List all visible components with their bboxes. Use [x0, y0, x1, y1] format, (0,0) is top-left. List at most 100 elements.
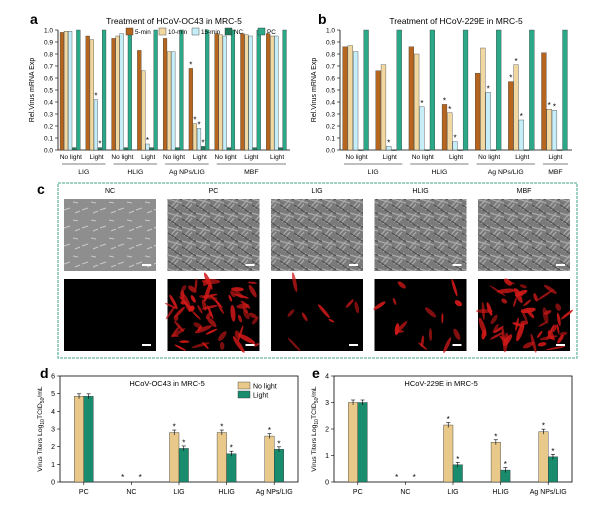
bar [63, 31, 69, 151]
red-cell [172, 326, 180, 336]
red-cell [180, 300, 187, 305]
bar [538, 431, 549, 483]
y-axis-label: Rel.Virus mRNA Exp [29, 58, 36, 123]
red-cell [522, 341, 535, 349]
y-tick-label: 0.7 [44, 64, 53, 71]
red-cell [234, 330, 240, 339]
bar [226, 453, 237, 483]
bar [171, 51, 176, 151]
bar [244, 34, 249, 151]
scale-bar [349, 344, 358, 346]
bar [548, 456, 558, 483]
y-tick-label: 0.8 [326, 52, 335, 59]
significance-star: * [448, 105, 451, 114]
category-label: Light [449, 154, 463, 161]
red-cell [248, 284, 257, 298]
red-cell [231, 287, 244, 292]
y-tick-label: 2 [51, 444, 55, 451]
bar [523, 149, 530, 151]
red-cell [490, 332, 504, 340]
bar [396, 29, 402, 151]
significance-star: * [509, 74, 512, 83]
red-cell [443, 337, 452, 354]
significance-star: * [504, 460, 507, 469]
bar [358, 149, 364, 151]
micrograph-label: NC [105, 188, 115, 195]
y-tick-label: 1.0 [326, 28, 335, 35]
bar [123, 147, 128, 151]
category-label: HLIG [492, 489, 508, 496]
fluorescence-image [64, 279, 156, 351]
category-label: No light [111, 154, 133, 161]
bar [205, 29, 210, 151]
red-cell [516, 322, 525, 342]
legend-swatch [237, 390, 251, 399]
significance-star: * [520, 112, 523, 121]
group-label: HLIG [127, 169, 143, 176]
red-cell [373, 301, 386, 310]
y-axis-label-part: TCID [311, 403, 318, 419]
category-label: No light [478, 154, 500, 161]
red-cell [230, 290, 236, 298]
red-cell [394, 321, 408, 334]
y-tick-label: 0.4 [326, 100, 335, 107]
significance-star: * [182, 438, 185, 447]
bar [167, 51, 172, 151]
red-cell [503, 334, 513, 347]
red-cell [205, 328, 218, 335]
category-label: Light [244, 154, 258, 161]
y-tick-label: 3 [325, 400, 329, 407]
y-axis-label-part: 10 [40, 419, 46, 425]
micrograph-label: PC [209, 188, 219, 195]
bar [457, 149, 463, 151]
y-axis-label: Virus Titers Log10TCID50/mL [311, 386, 320, 472]
red-cell [345, 299, 354, 308]
panel-letter-e: e [312, 365, 320, 381]
chart-b: Treatment of HCoV-229E in MRC-5 0.0 0.1 0.2… [311, 16, 572, 176]
bar [153, 29, 158, 151]
category-label: Ag NPs/LIG [530, 489, 567, 496]
red-cell [441, 312, 444, 324]
y-axis-label-part: /mL [311, 386, 318, 398]
category-label: No light [412, 154, 434, 161]
significance-star: * [553, 102, 556, 111]
red-cell [392, 297, 397, 305]
bar [188, 68, 193, 151]
bar [496, 29, 502, 151]
red-cell [179, 340, 190, 344]
bar [270, 35, 275, 151]
legend-swatch [191, 27, 200, 36]
red-cell [514, 289, 528, 297]
y-tick-label: 0.6 [326, 76, 335, 83]
red-cell [496, 288, 516, 294]
bar [218, 34, 223, 151]
scale-bar [556, 264, 565, 266]
legend-swatch [158, 27, 167, 36]
red-cell [505, 280, 516, 285]
bar [214, 33, 219, 151]
significance-star: * [420, 99, 423, 108]
significance-star: * [220, 423, 223, 432]
bar [282, 29, 287, 151]
red-cell [174, 344, 187, 351]
y-tick-label: 0.3 [44, 112, 53, 119]
red-cell [539, 335, 558, 341]
significance-star: * [548, 101, 551, 110]
red-cell [492, 324, 499, 333]
significance-star: * [230, 444, 233, 453]
y-tick-label: 1 [51, 462, 55, 469]
y-tick-label: 0.1 [326, 136, 335, 143]
red-cell [493, 326, 504, 334]
significance-star: * [268, 426, 271, 435]
y-tick-label: 0.4 [44, 100, 53, 107]
legend-swatch [237, 381, 251, 390]
micrograph-frame [57, 182, 578, 359]
legend-label: NC [234, 29, 244, 36]
category-label: No light [60, 154, 82, 161]
significance-star: * [173, 423, 176, 432]
bar [551, 110, 558, 151]
chart-a: Treatment of HCoV-OC43 in MRC-5 0.0 0.1 0.2… [29, 16, 290, 176]
bar [240, 33, 245, 151]
y-tick-label: 1.0 [44, 28, 53, 35]
chart-title: Treatment of HCoV-229E in MRC-5 [389, 16, 523, 26]
